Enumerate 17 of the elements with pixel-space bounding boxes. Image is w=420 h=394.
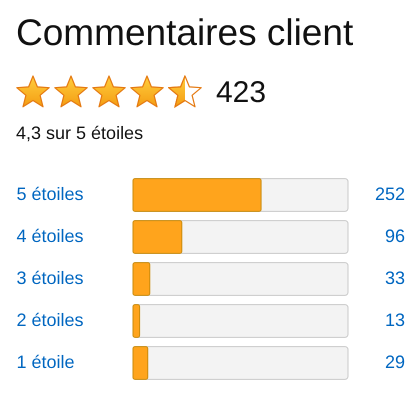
y-tick-label: 1 étoile <box>16 352 75 372</box>
y-tick-label: 2 étoiles <box>16 310 84 330</box>
y-tick-label: 5 étoiles <box>16 184 84 204</box>
bar <box>132 262 150 296</box>
chart-subtitle: 4,3 sur 5 étoiles <box>16 123 144 144</box>
data-label: 13 <box>384 310 405 330</box>
bar <box>132 346 148 380</box>
data-label: 29 <box>384 352 405 372</box>
data-label: 252 <box>374 184 405 204</box>
bar <box>132 304 140 338</box>
data-label: 96 <box>384 226 405 246</box>
y-tick-label: 4 étoiles <box>16 226 84 246</box>
chart-title: Commentaires client <box>16 12 354 54</box>
data-label: 33 <box>384 268 405 288</box>
y-tick-label: 3 étoiles <box>16 268 84 288</box>
bar <box>132 220 182 254</box>
text: 423 <box>216 76 266 110</box>
